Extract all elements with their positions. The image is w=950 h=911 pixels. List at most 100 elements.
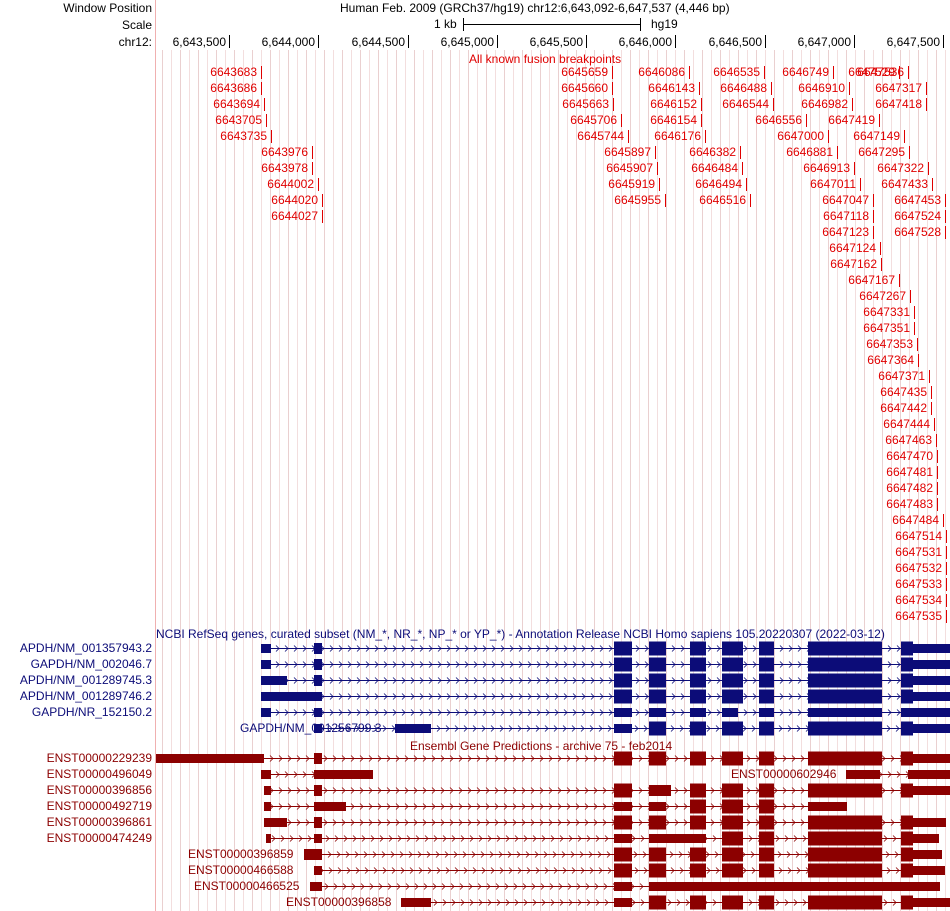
gene-model[interactable]: [310, 882, 940, 891]
refseq-transcript-label[interactable]: GAPDH/NM_001256799.3: [240, 721, 382, 735]
fusion-breakpoint[interactable]: 6643686: [210, 80, 262, 96]
fusion-breakpoint[interactable]: 6647514: [895, 528, 947, 544]
fusion-breakpoint[interactable]: 6647531: [895, 544, 947, 560]
fusion-breakpoint[interactable]: 6647123: [822, 224, 874, 240]
refseq-transcript-label[interactable]: APDH/NM_001289745.3: [19, 673, 152, 687]
ensembl-transcript-label[interactable]: ENST00000466525: [194, 879, 300, 893]
fusion-breakpoint[interactable]: 6647149: [853, 128, 905, 144]
fusion-breakpoint[interactable]: 6646910: [798, 80, 850, 96]
fusion-breakpoint[interactable]: 6647162: [830, 256, 882, 272]
gene-model[interactable]: [261, 673, 950, 688]
fusion-breakpoint[interactable]: 6647463: [885, 432, 937, 448]
refseq-transcript-label[interactable]: APDH/NM_001289746.2: [19, 689, 152, 703]
fusion-breakpoint[interactable]: 6646494: [695, 176, 747, 192]
fusion-breakpoint[interactable]: 6647532: [895, 560, 947, 576]
gene-model[interactable]: [264, 783, 950, 798]
fusion-track-title[interactable]: All known fusion breakpoints: [469, 52, 622, 66]
fusion-breakpoint[interactable]: 6647534: [895, 592, 947, 608]
refseq-track-title[interactable]: NCBI RefSeq genes, curated subset (NM_*,…: [156, 627, 885, 641]
fusion-breakpoint[interactable]: 6647442: [880, 400, 932, 416]
fusion-breakpoint[interactable]: 6647419: [828, 112, 880, 128]
fusion-breakpoint[interactable]: 6645955: [614, 192, 666, 208]
fusion-breakpoint[interactable]: 6647528: [894, 224, 946, 240]
gene-model[interactable]: [846, 770, 950, 779]
fusion-breakpoint[interactable]: 6646143: [648, 80, 700, 96]
fusion-breakpoint[interactable]: 6647317: [875, 80, 927, 96]
ensembl-transcript-label[interactable]: ENST00000396861: [46, 815, 152, 829]
refseq-transcript-label[interactable]: GAPDH/NM_002046.7: [30, 657, 152, 671]
gene-model[interactable]: [261, 770, 373, 779]
fusion-breakpoint[interactable]: 6647353: [866, 336, 918, 352]
fusion-breakpoint[interactable]: 6647295: [858, 144, 910, 160]
fusion-breakpoint[interactable]: 6647167: [848, 272, 900, 288]
gene-model[interactable]: [314, 863, 945, 878]
fusion-breakpoint[interactable]: 6647322: [877, 160, 929, 176]
fusion-breakpoint[interactable]: 6646382: [689, 144, 741, 160]
fusion-breakpoint[interactable]: 6647418: [875, 96, 927, 112]
ensembl-track-title[interactable]: Ensembl Gene Predictions - archive 75 - …: [410, 739, 673, 753]
ensembl-transcript-label[interactable]: ENST00000474249: [46, 831, 152, 845]
refseq-transcript-label[interactable]: GAPDH/NR_152150.2: [31, 705, 152, 719]
ensembl-transcript-label[interactable]: ENST00000396856: [46, 783, 152, 797]
fusion-breakpoint[interactable]: 6644027: [271, 208, 323, 224]
fusion-breakpoint[interactable]: 6644002: [267, 176, 319, 192]
gene-model[interactable]: [156, 751, 950, 766]
ensembl-transcript-label[interactable]: ENST00000496049: [46, 767, 152, 781]
fusion-breakpoint[interactable]: 6645659: [561, 64, 613, 80]
fusion-breakpoint[interactable]: 6647000: [777, 128, 829, 144]
fusion-breakpoint[interactable]: 6645660: [561, 80, 613, 96]
gene-model[interactable]: [261, 657, 950, 672]
gene-model[interactable]: [304, 847, 942, 862]
fusion-breakpoint[interactable]: 6647371: [878, 368, 930, 384]
fusion-breakpoint[interactable]: 6646913: [803, 160, 855, 176]
fusion-breakpoint[interactable]: 6647331: [863, 304, 915, 320]
fusion-breakpoint[interactable]: 6647483: [886, 496, 938, 512]
ensembl-transcript-label[interactable]: ENST00000602946: [731, 767, 837, 781]
fusion-breakpoint[interactable]: 6647484: [892, 512, 944, 528]
ensembl-transcript-label[interactable]: ENST00000492719: [46, 799, 152, 813]
fusion-breakpoint[interactable]: 6645706: [570, 112, 622, 128]
gene-model[interactable]: [264, 815, 946, 830]
fusion-breakpoint[interactable]: 6646086: [638, 64, 690, 80]
fusion-breakpoint[interactable]: 6647536: [857, 64, 909, 80]
fusion-breakpoint[interactable]: 6646176: [654, 128, 706, 144]
fusion-breakpoint[interactable]: 6647535: [895, 608, 947, 624]
fusion-breakpoint[interactable]: 6647364: [867, 352, 919, 368]
fusion-breakpoint[interactable]: 6643683: [210, 64, 262, 80]
gene-model[interactable]: [266, 831, 939, 846]
fusion-breakpoint[interactable]: 6645663: [562, 96, 614, 112]
fusion-breakpoint[interactable]: 6643978: [261, 160, 313, 176]
fusion-breakpoint[interactable]: 6645907: [606, 160, 658, 176]
fusion-breakpoint[interactable]: 6644020: [271, 192, 323, 208]
fusion-breakpoint[interactable]: 6646544: [722, 96, 774, 112]
ensembl-transcript-label[interactable]: ENST00000229239: [46, 751, 152, 765]
fusion-breakpoint[interactable]: 6646982: [801, 96, 853, 112]
fusion-breakpoint[interactable]: 6645897: [604, 144, 656, 160]
fusion-breakpoint[interactable]: 6646516: [699, 192, 751, 208]
gene-model[interactable]: [401, 895, 950, 910]
fusion-breakpoint[interactable]: 6647124: [829, 240, 881, 256]
fusion-breakpoint[interactable]: 6647351: [863, 320, 915, 336]
ensembl-transcript-label[interactable]: ENST00000396859: [188, 847, 294, 861]
fusion-breakpoint[interactable]: 6647267: [859, 288, 911, 304]
fusion-breakpoint[interactable]: 6647435: [880, 384, 932, 400]
fusion-breakpoint[interactable]: 6647011: [810, 176, 861, 192]
gene-model[interactable]: [314, 721, 950, 736]
fusion-breakpoint[interactable]: 6646154: [650, 112, 702, 128]
fusion-breakpoint[interactable]: 6643705: [215, 112, 267, 128]
fusion-breakpoint[interactable]: 6646881: [786, 144, 838, 160]
fusion-breakpoint[interactable]: 6647529: [848, 64, 900, 80]
gene-model[interactable]: [261, 708, 950, 717]
fusion-breakpoint[interactable]: 6647118: [823, 208, 874, 224]
fusion-breakpoint[interactable]: 6643694: [213, 96, 265, 112]
fusion-breakpoint[interactable]: 6647482: [886, 480, 938, 496]
refseq-transcript-label[interactable]: APDH/NM_001357943.2: [19, 641, 152, 655]
fusion-breakpoint[interactable]: 6646556: [755, 112, 807, 128]
fusion-breakpoint[interactable]: 6645919: [608, 176, 660, 192]
fusion-breakpoint[interactable]: 6645744: [577, 128, 629, 144]
fusion-breakpoint[interactable]: 6646749: [782, 64, 834, 80]
fusion-breakpoint[interactable]: 6647433: [881, 176, 933, 192]
fusion-breakpoint[interactable]: 6647481: [886, 464, 938, 480]
gene-model[interactable]: [261, 689, 950, 704]
gene-model[interactable]: [264, 799, 847, 814]
